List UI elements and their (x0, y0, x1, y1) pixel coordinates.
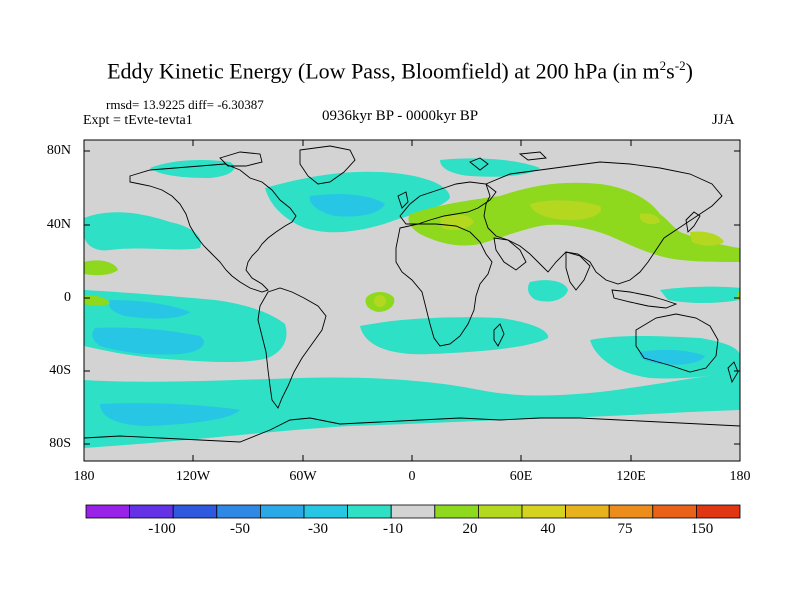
colorbar-label-m50: -50 (230, 521, 250, 537)
lon-label-120e: 120E (616, 469, 646, 484)
field-cyan-africa (528, 280, 568, 302)
coastlines (84, 145, 740, 443)
coast-japan (685, 211, 701, 233)
coast-arabia (493, 237, 527, 271)
field-yellowgreen-atlantic (374, 295, 386, 307)
field-yellowgreen-pacific (690, 231, 724, 246)
field-blue-spacific (92, 327, 204, 355)
colorbar-label-m10: -10 (383, 521, 403, 537)
colorbar-label-m30: -30 (308, 521, 328, 537)
field-cyan-southern (84, 372, 740, 448)
anomaly-fields (84, 158, 740, 448)
coast-africa (395, 223, 493, 347)
lon-label-60e: 60E (509, 469, 533, 484)
colorbar-box-11 (565, 504, 610, 519)
stats-text: rmsd= 13.9225 diff= -6.30387 (106, 97, 264, 112)
colorbar-box-12 (608, 504, 654, 519)
field-cyan-eurasia (440, 158, 540, 177)
coast-europe (399, 181, 497, 225)
lon-label-0: 0 (408, 469, 416, 484)
season-label: JJA (712, 112, 735, 128)
field-blue-natlantic (309, 194, 385, 217)
coast-se-asia-islands (611, 289, 678, 309)
field-yellowgreen-asia (530, 200, 601, 220)
colorbar-box-0 (85, 504, 130, 519)
colorbar-label-150: 150 (690, 521, 714, 537)
lat-label-0: 0 (64, 290, 71, 305)
colorbar-box-2 (172, 504, 218, 519)
coast-greenland (299, 145, 356, 185)
colorbar-box-13 (652, 504, 697, 519)
colorbar-box-1 (129, 504, 174, 519)
colorbar-box-6 (347, 504, 392, 519)
field-yellowgreen-med (440, 214, 474, 230)
colorbar-boxes (85, 504, 741, 519)
field-blue-southern (100, 403, 240, 426)
field-cyan-eqpacific (660, 286, 740, 303)
axis-ticks (83, 140, 741, 461)
field-cyan-npacific (84, 212, 201, 251)
map-title: Eddy Kinetic Energy (Low Pass, Bloomfiel… (107, 58, 693, 84)
colorbar-box-5 (303, 504, 348, 519)
field-green-pacific (84, 260, 118, 276)
coast-madagascar (493, 323, 505, 347)
coast-arctic-islands (219, 151, 547, 171)
colorbar-box-8 (434, 504, 479, 519)
lat-label-40s: 40S (49, 363, 71, 378)
colorbar-box-7 (390, 504, 436, 519)
field-yellowgreen-asia2 (640, 213, 660, 225)
colorbar-box-14 (696, 504, 741, 519)
coast-india (565, 251, 591, 291)
coast-antarctica (84, 417, 740, 443)
colorbar-box-4 (259, 504, 305, 519)
experiment-label: Expt = tEvte-tevta1 (83, 113, 193, 128)
colorbar-label-m100: -100 (148, 521, 176, 537)
field-green-eurasia (408, 182, 740, 262)
colorbar-label-40: 40 (540, 521, 556, 537)
lat-label-80n: 80N (46, 143, 71, 158)
coast-new-zealand (727, 361, 739, 384)
colorbar-box-10 (521, 504, 566, 519)
field-blue-pacific2 (108, 300, 190, 319)
period-label: 0936kyr BP - 0000kyr BP (321, 108, 479, 124)
colorbar-box-3 (216, 504, 261, 519)
lon-label-60w: 60W (289, 469, 317, 484)
lon-label-180e: 180 (729, 469, 751, 484)
field-green-eqpacific (84, 295, 110, 306)
colorbar-label-75: 75 (617, 521, 633, 537)
lat-label-40n: 40N (46, 217, 71, 232)
lat-label-80s: 80S (49, 436, 71, 451)
colorbar-box-9 (477, 504, 523, 519)
coast-uk (397, 191, 409, 209)
coast-south-america (257, 287, 327, 409)
colorbar-label-20: 20 (462, 521, 478, 537)
lon-label-120w: 120W (175, 469, 211, 484)
lon-label-180w: 180 (73, 469, 95, 484)
coast-north-america (129, 163, 297, 293)
coast-australia (635, 313, 719, 373)
